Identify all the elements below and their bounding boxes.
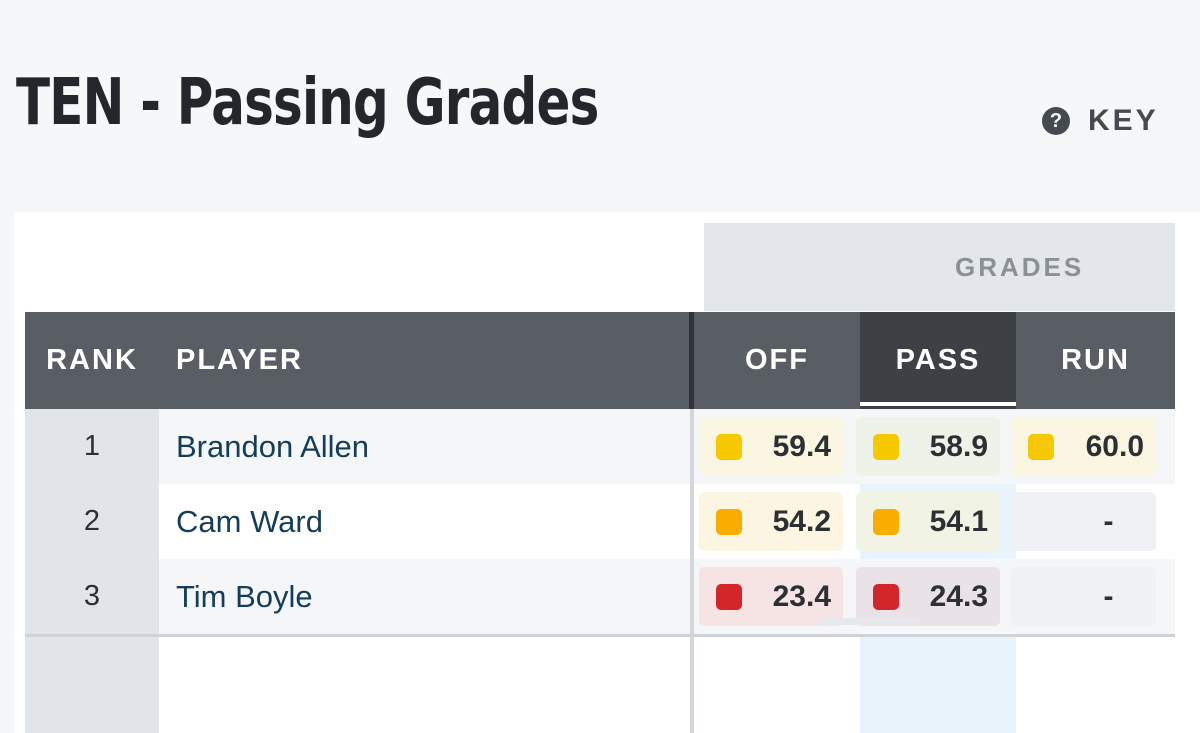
column-header-run[interactable]: RUN — [1061, 344, 1130, 376]
horizontal-scrollbar[interactable] — [820, 618, 920, 625]
grade-cell-run: - — [1011, 492, 1156, 551]
grade-value-off: 59.4 — [772, 429, 831, 463]
grade-value-pass: 54.1 — [929, 504, 988, 538]
grade-cell-run: - — [1011, 567, 1156, 626]
question-icon: ? — [1042, 107, 1070, 135]
grade-color-indicator — [873, 434, 899, 460]
rank-cell: 2 — [83, 505, 101, 537]
player-name-link[interactable]: Cam Ward — [176, 503, 323, 539]
row-background — [159, 559, 1175, 634]
frozen-column-divider-body — [690, 409, 694, 733]
rank-cell: 3 — [83, 580, 101, 612]
grade-cell-off: 59.4 — [699, 417, 843, 476]
grade-color-indicator — [873, 584, 899, 610]
grade-color-indicator — [1028, 434, 1054, 460]
grade-color-indicator — [716, 509, 742, 535]
frozen-column-divider — [689, 312, 694, 409]
player-name-link[interactable]: Tim Boyle — [176, 578, 313, 614]
active-sort-indicator — [860, 402, 1016, 406]
grade-cell-pass: 58.9 — [856, 417, 1000, 476]
grade-value-off: 54.2 — [772, 504, 831, 538]
column-header-pass[interactable]: PASS — [860, 312, 1016, 409]
grade-color-indicator — [716, 434, 742, 460]
table-row[interactable]: 2 Cam Ward 54.2 54.1 - — [25, 484, 1175, 559]
key-button[interactable]: ? KEY — [1042, 104, 1159, 138]
grade-cell-pass: 54.1 — [856, 492, 1000, 551]
grade-value-pass: 58.9 — [929, 429, 988, 463]
rank-cell: 1 — [83, 430, 101, 462]
grade-value-run: 60.0 — [1085, 429, 1144, 463]
column-header-rank[interactable]: RANK — [46, 344, 138, 376]
grade-value-run: - — [1103, 579, 1114, 613]
grade-cell-off: 54.2 — [699, 492, 843, 551]
grade-value-run: - — [1103, 504, 1114, 538]
grade-cell-off: 23.4 — [699, 567, 843, 626]
table-row[interactable]: 3 Tim Boyle 23.4 24.3 - — [25, 559, 1175, 634]
player-name-link[interactable]: Brandon Allen — [176, 428, 370, 464]
grades-group-label: GRADES — [955, 252, 1085, 282]
grade-color-indicator — [716, 584, 742, 610]
grades-table: GRADES RANK PLAYER OFF PASS RUN 1 Brandon… — [14, 212, 1200, 733]
grade-value-off: 23.4 — [772, 579, 831, 613]
column-header-player[interactable]: PLAYER — [176, 344, 303, 376]
column-header-off[interactable]: OFF — [745, 344, 809, 376]
grade-cell-run: 60.0 — [1011, 417, 1156, 476]
grade-value-pass: 24.3 — [929, 579, 988, 613]
rank-column — [25, 409, 159, 733]
table-bottom-border — [25, 634, 1175, 637]
grade-cell-pass: 24.3 — [856, 567, 1000, 626]
key-label: KEY — [1088, 104, 1159, 137]
table-row[interactable]: 1 Brandon Allen 59.4 58.9 60.0 — [25, 409, 1175, 484]
row-background — [159, 409, 1175, 484]
grades-group-header — [704, 223, 1175, 311]
grade-color-indicator — [873, 509, 899, 535]
page-title: TEN - Passing Grades — [16, 66, 599, 140]
